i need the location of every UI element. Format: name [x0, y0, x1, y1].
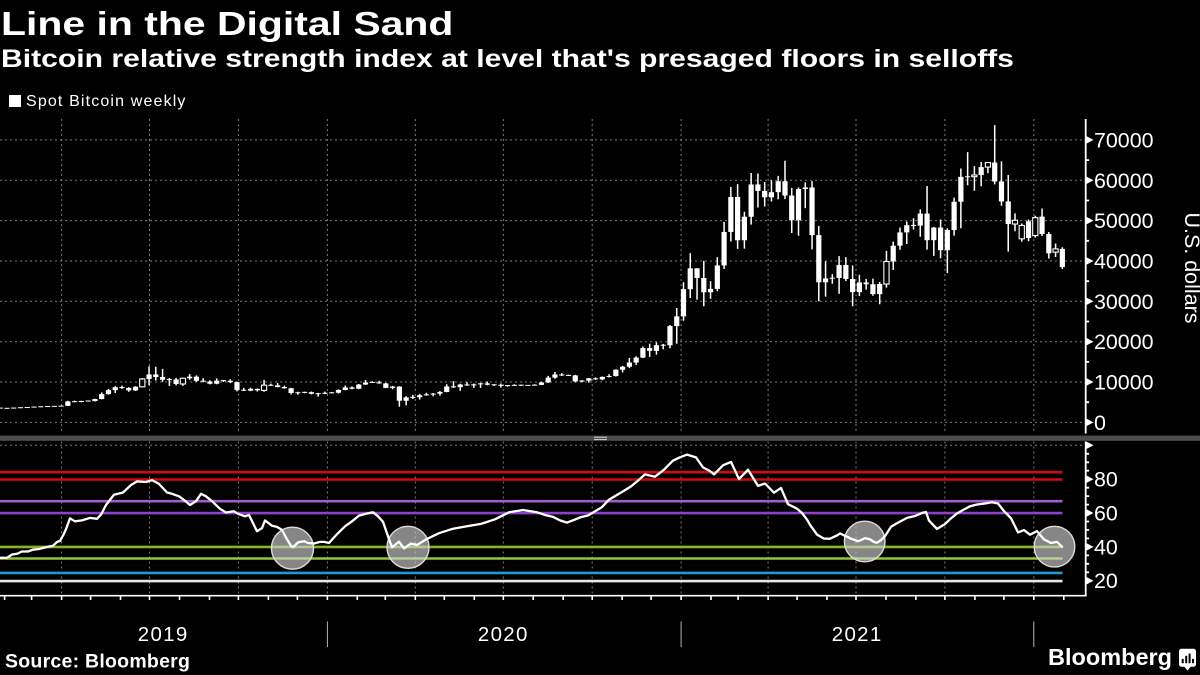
svg-text:40000: 40000: [1094, 250, 1154, 274]
svg-text:Bloomberg: Bloomberg: [1048, 644, 1172, 670]
svg-text:20: 20: [1094, 569, 1118, 593]
svg-text:60: 60: [1094, 502, 1118, 526]
svg-text:80: 80: [1094, 468, 1118, 492]
svg-text:Line in the Digital Sand: Line in the Digital Sand: [1, 5, 453, 43]
svg-text:60000: 60000: [1094, 169, 1154, 193]
svg-text:Spot Bitcoin weekly: Spot Bitcoin weekly: [26, 93, 187, 110]
svg-text:20000: 20000: [1094, 330, 1154, 354]
svg-text:10000: 10000: [1094, 371, 1154, 395]
svg-text:30000: 30000: [1094, 290, 1154, 314]
svg-text:2021: 2021: [832, 623, 883, 646]
svg-text:2019: 2019: [138, 623, 189, 646]
svg-text:Bitcoin relative strength inde: Bitcoin relative strength index at level…: [1, 44, 1014, 72]
svg-text:40: 40: [1094, 535, 1118, 559]
svg-text:70000: 70000: [1094, 128, 1154, 152]
svg-text:50000: 50000: [1094, 209, 1154, 233]
svg-text:Source: Bloomberg: Source: Bloomberg: [5, 651, 190, 673]
svg-text:U.S. dollars: U.S. dollars: [1180, 212, 1200, 323]
svg-text:0: 0: [1094, 411, 1106, 435]
svg-text:2020: 2020: [478, 623, 529, 646]
